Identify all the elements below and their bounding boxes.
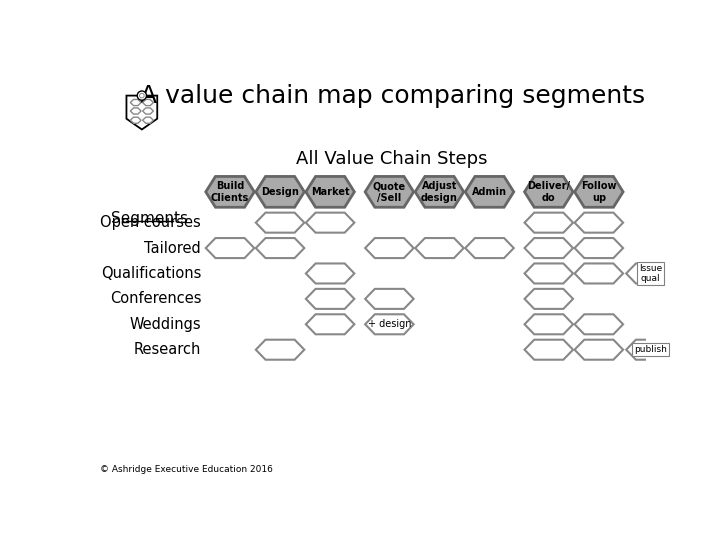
Text: Segments: Segments: [111, 211, 188, 226]
Polygon shape: [306, 264, 354, 284]
Polygon shape: [415, 177, 464, 207]
Text: Weddings: Weddings: [130, 317, 201, 332]
Text: Deliver/
do: Deliver/ do: [527, 181, 570, 202]
Polygon shape: [525, 177, 573, 207]
Text: All Value Chain Steps: All Value Chain Steps: [297, 150, 488, 168]
Polygon shape: [525, 264, 573, 284]
Polygon shape: [206, 177, 254, 207]
Text: Adjust
design: Adjust design: [421, 181, 458, 202]
Text: Admin: Admin: [472, 187, 507, 197]
Polygon shape: [525, 340, 573, 360]
Text: Follow
up: Follow up: [581, 181, 616, 202]
Polygon shape: [306, 213, 354, 233]
Polygon shape: [525, 314, 573, 334]
Polygon shape: [306, 177, 354, 207]
Polygon shape: [575, 264, 623, 284]
Polygon shape: [525, 213, 573, 233]
Polygon shape: [465, 238, 514, 258]
Polygon shape: [365, 238, 414, 258]
Text: Design: Design: [261, 187, 299, 197]
Text: + design: + design: [368, 319, 411, 329]
Polygon shape: [127, 96, 157, 130]
Text: Issue
qual: Issue qual: [639, 264, 662, 283]
Polygon shape: [525, 238, 573, 258]
Polygon shape: [306, 314, 354, 334]
Polygon shape: [256, 213, 305, 233]
Polygon shape: [365, 314, 414, 334]
Text: © Ashridge Executive Education 2016: © Ashridge Executive Education 2016: [99, 465, 272, 475]
Text: A value chain map comparing segments: A value chain map comparing segments: [140, 84, 644, 107]
Polygon shape: [575, 340, 623, 360]
Polygon shape: [465, 177, 514, 207]
Text: Qualifications: Qualifications: [101, 266, 201, 281]
Polygon shape: [575, 314, 623, 334]
Polygon shape: [525, 289, 573, 309]
Polygon shape: [575, 213, 623, 233]
Polygon shape: [575, 177, 623, 207]
Polygon shape: [575, 238, 623, 258]
Text: Open courses: Open courses: [100, 215, 201, 230]
Text: Market: Market: [311, 187, 349, 197]
Text: Tailored: Tailored: [145, 240, 201, 255]
Polygon shape: [256, 340, 305, 360]
Polygon shape: [306, 289, 354, 309]
Polygon shape: [206, 238, 254, 258]
Text: Quote
/Sell: Quote /Sell: [373, 181, 406, 202]
Polygon shape: [415, 238, 464, 258]
Polygon shape: [256, 177, 305, 207]
Polygon shape: [256, 238, 305, 258]
Polygon shape: [365, 177, 414, 207]
Polygon shape: [626, 264, 675, 284]
Circle shape: [138, 91, 146, 100]
Text: Build
Clients: Build Clients: [211, 181, 249, 202]
Text: publish: publish: [634, 345, 667, 354]
Text: Conferences: Conferences: [109, 292, 201, 306]
Polygon shape: [626, 340, 675, 360]
Text: Research: Research: [134, 342, 201, 357]
Polygon shape: [365, 289, 414, 309]
